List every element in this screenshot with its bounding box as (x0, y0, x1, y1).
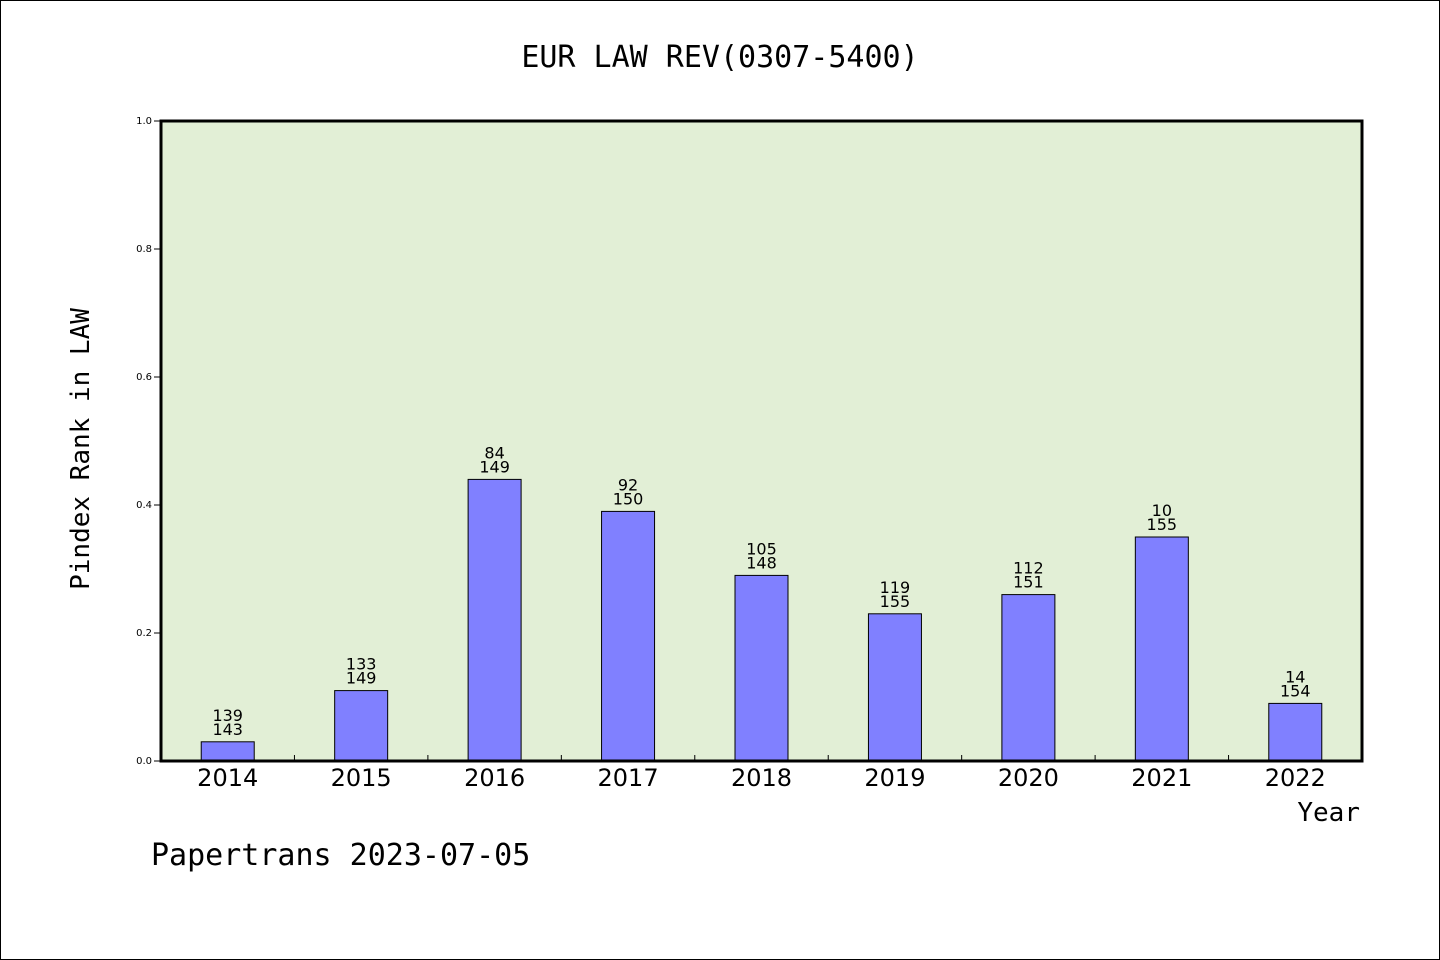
chart-title: EUR LAW REV(0307-5400) (521, 40, 918, 75)
y-tick-label: 0.2 (136, 628, 152, 639)
y-axis-label: Pindex Rank in LAW (66, 308, 96, 590)
data-label-rank: 14 (1285, 667, 1305, 686)
y-tick-label: 0.4 (136, 500, 152, 511)
data-label-total: 155 (1147, 515, 1178, 534)
x-tick-label: 2019 (864, 764, 925, 792)
data-label-total: 154 (1280, 681, 1311, 700)
data-label-total: 151 (1013, 573, 1044, 592)
data-label-rank: 84 (484, 443, 504, 462)
data-label-total: 149 (346, 669, 377, 688)
data-label-total: 149 (479, 457, 510, 476)
bar-2020 (1001, 594, 1056, 762)
data-label-rank: 119 (880, 578, 911, 597)
x-tick-label: 2015 (331, 764, 392, 792)
bar-2014 (200, 741, 255, 762)
data-label-total: 155 (880, 592, 911, 611)
data-label-rank: 10 (1152, 501, 1172, 520)
bar-2019 (867, 613, 922, 762)
x-tick-label: 2018 (731, 764, 792, 792)
x-axis-label: Year (1297, 798, 1360, 828)
data-label-rank: 133 (346, 655, 377, 674)
x-tick-label: 2022 (1265, 764, 1326, 792)
y-tick-label: 0.8 (136, 244, 152, 255)
y-tick-label: 1.0 (136, 116, 152, 127)
data-label-rank: 112 (1013, 559, 1044, 578)
x-tick-label: 2014 (197, 764, 258, 792)
plot-frame (159, 119, 1364, 763)
data-label-rank: 92 (618, 475, 638, 494)
x-tick-label: 2017 (598, 764, 659, 792)
data-label-total: 148 (746, 553, 777, 572)
x-tick-label: 2020 (998, 764, 1059, 792)
bar-2021 (1134, 536, 1189, 762)
data-label-total: 150 (613, 489, 644, 508)
data-label-rank: 105 (746, 539, 777, 558)
bar-2018 (734, 574, 789, 762)
bar-2016 (467, 478, 522, 762)
bar-2017 (601, 510, 656, 762)
y-tick-label: 0.0 (136, 756, 152, 767)
bar-2015 (334, 690, 389, 762)
x-tick-label: 2016 (464, 764, 525, 792)
x-tick-label: 2021 (1131, 764, 1192, 792)
footer-text: Papertrans 2023-07-05 (151, 838, 530, 873)
bar-2022 (1268, 702, 1323, 762)
data-label-rank: 139 (212, 706, 243, 725)
data-label-total: 143 (212, 720, 243, 739)
y-tick-label: 0.6 (136, 372, 152, 383)
